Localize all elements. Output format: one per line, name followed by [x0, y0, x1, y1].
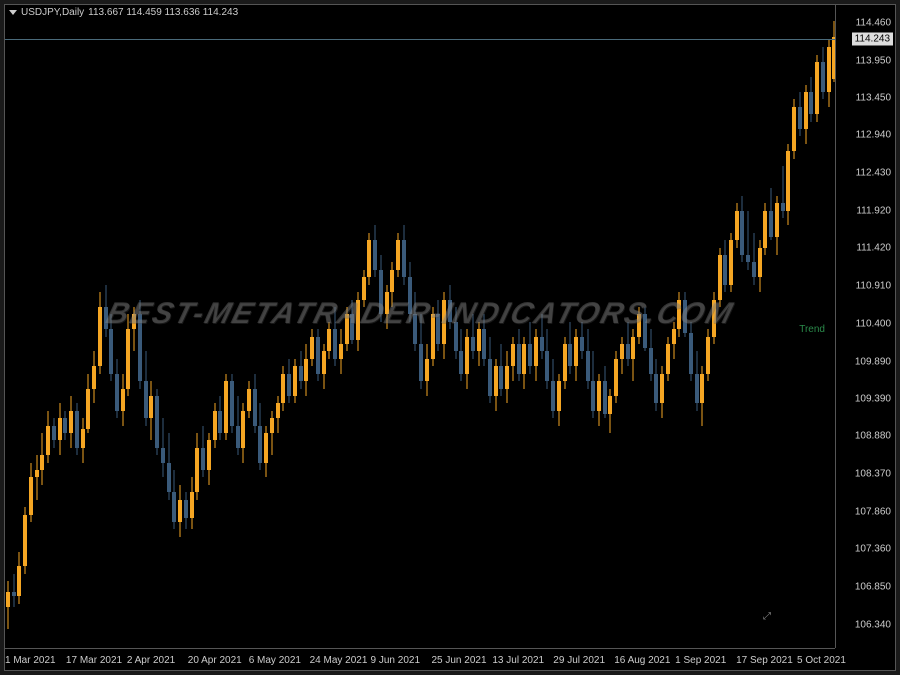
candle	[752, 5, 756, 648]
candle	[86, 5, 90, 648]
x-tick-label: 6 May 2021	[249, 655, 301, 666]
candle	[792, 5, 796, 648]
candle	[735, 5, 739, 648]
x-tick-label: 2 Apr 2021	[127, 655, 175, 666]
candle	[98, 5, 102, 648]
candle	[786, 5, 790, 648]
candle	[763, 5, 767, 648]
y-tick-label: 107.360	[855, 544, 891, 555]
time-axis: 1 Mar 2021 17 Mar 2021 2 Apr 2021 20 Apr 20…	[5, 648, 835, 670]
chart-header: USDJPY,Daily 113.667 114.459 113.636 114…	[9, 7, 238, 18]
y-tick-label: 111.920	[856, 206, 891, 217]
dropdown-icon[interactable]	[9, 10, 17, 15]
x-tick-label: 5 Oct 2021	[797, 655, 846, 666]
y-tick-label: 112.940	[856, 130, 891, 141]
x-tick-label: 29 Jul 2021	[553, 655, 605, 666]
candle	[746, 5, 750, 648]
y-tick-label: 108.370	[855, 469, 891, 480]
candle	[6, 5, 10, 648]
y-tick-label: 109.390	[855, 393, 891, 404]
candle	[12, 5, 16, 648]
y-tick-label: 112.430	[856, 168, 891, 179]
y-tick-label: 111.420	[856, 243, 891, 254]
candle	[17, 5, 21, 648]
ohlc-label: 113.667 114.459 113.636 114.243	[88, 7, 238, 18]
y-tick-label: 113.450	[856, 92, 891, 103]
candle	[92, 5, 96, 648]
y-tick-label: 110.910	[856, 280, 891, 291]
candle	[63, 5, 67, 648]
chart-window: USDJPY,Daily 113.667 114.459 113.636 114…	[4, 4, 896, 671]
y-tick-label: 113.950	[856, 55, 891, 66]
candle	[769, 5, 773, 648]
candle	[827, 5, 831, 648]
symbol-label: USDJPY,Daily	[21, 7, 84, 18]
y-tick-label: 110.400	[856, 318, 891, 329]
current-price-line	[5, 39, 835, 40]
x-tick-label: 20 Apr 2021	[188, 655, 242, 666]
y-tick-label: 114.460	[856, 17, 891, 28]
y-tick-label: 107.860	[855, 507, 891, 518]
chart-area[interactable]: Trend BEST-METATRADER-INDICATORS.COM ⤢	[5, 5, 835, 648]
candle	[58, 5, 62, 648]
candle	[35, 5, 39, 648]
candle	[758, 5, 762, 648]
current-price-label: 114.243	[852, 32, 893, 45]
candle	[29, 5, 33, 648]
watermark-text: BEST-METATRADER-INDICATORS.COM	[102, 297, 737, 331]
x-tick-label: 1 Mar 2021	[5, 655, 56, 666]
candle	[69, 5, 73, 648]
x-tick-label: 16 Aug 2021	[614, 655, 670, 666]
x-tick-label: 17 Mar 2021	[66, 655, 122, 666]
candle	[40, 5, 44, 648]
x-tick-label: 1 Sep 2021	[675, 655, 726, 666]
y-tick-label: 106.340	[855, 619, 891, 630]
candle	[740, 5, 744, 648]
candle	[46, 5, 50, 648]
y-tick-label: 109.890	[855, 356, 891, 367]
candle	[81, 5, 85, 648]
candle	[23, 5, 27, 648]
candle	[781, 5, 785, 648]
x-tick-label: 13 Jul 2021	[492, 655, 544, 666]
x-tick-label: 17 Sep 2021	[736, 655, 793, 666]
y-tick-label: 106.850	[855, 581, 891, 592]
indicator-label: Trend	[799, 324, 825, 335]
y-tick-label: 108.880	[855, 431, 891, 442]
x-tick-label: 25 Jun 2021	[431, 655, 486, 666]
x-tick-label: 24 May 2021	[310, 655, 368, 666]
candle	[52, 5, 56, 648]
price-axis: 114.243 114.460 113.950 113.450 112.940 112.…	[835, 5, 895, 648]
candle	[775, 5, 779, 648]
chart-shift-icon[interactable]: ⤢	[763, 611, 771, 622]
x-tick-label: 9 Jun 2021	[371, 655, 421, 666]
candle	[75, 5, 79, 648]
